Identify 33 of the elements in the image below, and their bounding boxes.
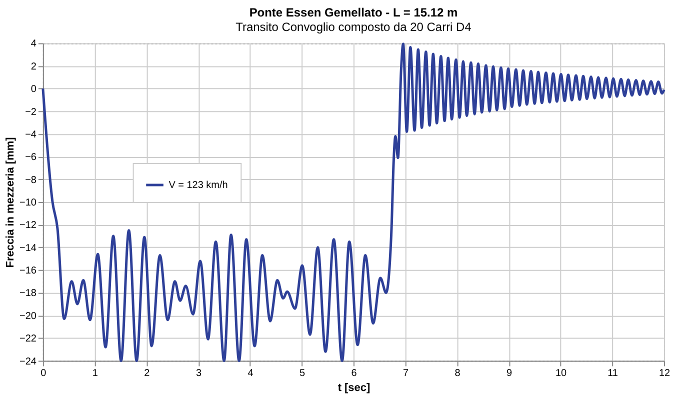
- y-tick-label: 4: [30, 38, 37, 50]
- y-tick-label: −2: [25, 106, 37, 118]
- x-tick-label: 7: [402, 368, 409, 380]
- x-tick-label: 8: [454, 368, 461, 380]
- y-tick-label: 2: [30, 61, 37, 72]
- x-tick-label: 3: [196, 368, 202, 380]
- y-tick-label: −8: [25, 174, 37, 186]
- y-tick-label: −22: [20, 334, 37, 345]
- legend-label: V = 123 km/h: [168, 180, 228, 192]
- chart-subtitle: Transito Convoglio composto da 20 Carri D4: [236, 20, 472, 34]
- x-tick-label: 4: [248, 368, 254, 380]
- x-tick-label: 6: [351, 368, 358, 380]
- x-tick-label: 5: [299, 368, 306, 380]
- x-tick-label: 11: [608, 368, 618, 380]
- x-tick-label: 12: [658, 368, 671, 380]
- x-tick-label: 0: [40, 368, 47, 380]
- x-tick-label: 2: [144, 368, 150, 380]
- y-axis-title: Freccia in mezzeria [mm]: [4, 136, 17, 268]
- chart-title: Ponte Essen Gemellato - L = 15.12 m: [249, 5, 458, 20]
- y-tick-label: −16: [20, 266, 37, 277]
- x-tick-label: 1: [92, 368, 98, 380]
- x-axis-title: t [sec]: [338, 382, 370, 394]
- y-tick-label: −14: [20, 242, 37, 254]
- y-tick-label: −10: [20, 197, 37, 208]
- y-tick-label: −18: [20, 288, 37, 300]
- x-tick-label: 10: [555, 368, 568, 380]
- y-tick-label: −20: [20, 310, 37, 322]
- x-tick-label: 9: [506, 368, 512, 380]
- y-tick-label: −6: [25, 152, 37, 164]
- y-tick-label: −12: [20, 220, 37, 232]
- y-tick-label: 0: [30, 84, 37, 96]
- y-tick-label: −4: [25, 129, 37, 140]
- y-tick-label: −24: [20, 356, 37, 368]
